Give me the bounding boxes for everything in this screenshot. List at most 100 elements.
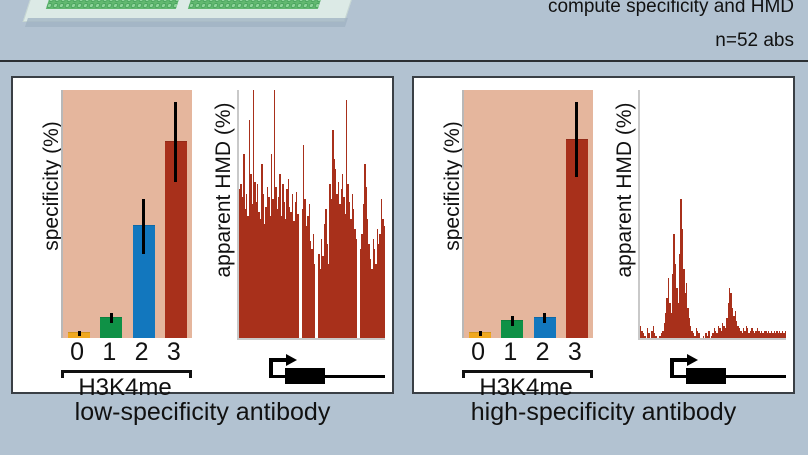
- hmd-bar: [780, 333, 782, 338]
- hmd-plot-area: [638, 90, 786, 340]
- hmd-bar: [684, 293, 686, 338]
- hmd-bar: [323, 223, 326, 338]
- hmd-y-axis-label: apparent HMD (%): [613, 102, 636, 278]
- hmd-bar: [270, 154, 273, 338]
- hmd-bar: [705, 333, 707, 338]
- hmd-bar: [272, 199, 274, 338]
- low-specificity-hmd-chart: apparent HMD (%): [201, 86, 391, 386]
- hmd-bar: [261, 164, 263, 338]
- hmd-bar: [319, 268, 322, 338]
- hmd-y-axis-label: apparent HMD (%): [212, 102, 235, 278]
- spec-tick-label: 3: [166, 338, 181, 366]
- hmd-bar: [769, 333, 771, 338]
- hmd-bar: [702, 335, 704, 338]
- hmd-bar: [713, 328, 716, 338]
- hmd-bar: [344, 214, 347, 338]
- hmd-bar: [776, 330, 778, 338]
- hmd-bar: [276, 209, 278, 338]
- gene-model-diagram: [646, 354, 786, 386]
- hmd-bar: [308, 204, 310, 338]
- hmd-bar: [314, 263, 316, 338]
- gene-body-line: [269, 375, 385, 378]
- hmd-bar: [676, 288, 678, 338]
- hmd-bar: [673, 233, 675, 338]
- hmd-bar: [255, 201, 258, 338]
- hmd-bar: [742, 328, 745, 338]
- hmd-bar: [740, 330, 742, 338]
- hmd-bar: [309, 241, 312, 338]
- spec-tick-label: 0: [70, 338, 85, 366]
- spec-error-bar: [478, 330, 482, 336]
- hmd-bar: [646, 328, 649, 338]
- hmd-bar: [289, 206, 291, 338]
- spec-tick-label: 0: [471, 338, 486, 366]
- panel-caption-high: high-specificity antibody: [470, 398, 737, 426]
- hmd-bar: [706, 335, 709, 338]
- hmd-bar: [755, 330, 757, 338]
- hmd-bar: [734, 310, 736, 338]
- hmd-bar: [744, 330, 746, 338]
- hmd-bar: [651, 330, 653, 338]
- hmd-bar: [368, 243, 370, 338]
- hmd-bar: [351, 194, 354, 338]
- hmd-bar: [382, 218, 384, 338]
- hmd-bar: [257, 184, 259, 338]
- hmd-bar: [340, 189, 342, 338]
- hmd-bar: [286, 189, 288, 338]
- hmd-bar: [341, 174, 344, 338]
- spec-error-bar: [77, 330, 81, 336]
- tss-arrow-shaft: [269, 358, 288, 362]
- tss-arrow-head: [687, 354, 698, 366]
- hmd-bar: [380, 199, 383, 338]
- hmd-bar: [767, 330, 770, 338]
- hmd-bar: [241, 196, 244, 338]
- hmd-bar: [364, 164, 366, 338]
- hmd-bar: [379, 233, 381, 338]
- hmd-bar: [359, 248, 362, 338]
- spec-x-axis-label: H3K4me: [479, 374, 573, 401]
- hmd-bar: [259, 218, 262, 338]
- hmd-bar: [336, 194, 338, 338]
- hmd-bar: [287, 179, 290, 338]
- spec-error-bar: [575, 102, 579, 177]
- spec-error-bar: [174, 102, 178, 182]
- hmd-bar: [685, 283, 688, 338]
- hmd-bar: [763, 330, 766, 338]
- hmd-bar: [330, 199, 333, 338]
- hmd-bar: [674, 263, 677, 338]
- hmd-bar: [291, 194, 294, 338]
- hmd-bar: [726, 318, 728, 338]
- hmd-bar: [665, 313, 667, 338]
- hmd-bar: [644, 335, 646, 338]
- hmd-bar: [749, 330, 752, 338]
- spec-error-bar: [543, 313, 547, 324]
- hmd-bar: [258, 211, 260, 338]
- spec-tick-label: 2: [134, 338, 149, 366]
- hmd-bar: [698, 333, 700, 338]
- hmd-bar: [730, 293, 732, 338]
- hmd-bar: [365, 186, 367, 338]
- hmd-bar: [265, 206, 267, 338]
- antibody-count-label: n=52 abs: [715, 30, 794, 51]
- hmd-bar: [652, 325, 654, 338]
- hmd-bar: [373, 248, 376, 338]
- hmd-plot-area: [237, 90, 385, 340]
- hmd-bar: [244, 209, 246, 338]
- hmd-bar: [366, 218, 369, 338]
- hmd-bar: [297, 214, 299, 338]
- spec-tick-label: 1: [503, 338, 518, 366]
- hmd-bar: [708, 330, 710, 338]
- hmd-bar: [280, 216, 283, 338]
- hmd-bar: [641, 330, 643, 338]
- hmd-bar: [361, 233, 363, 338]
- hmd-bar: [745, 325, 748, 338]
- hmd-bar: [765, 330, 767, 338]
- hmd-bar: [727, 303, 729, 338]
- spec-x-axis: [61, 338, 190, 340]
- high-specificity-hmd-chart: apparent HMD (%): [602, 86, 792, 386]
- spec-tick-label: 1: [102, 338, 117, 366]
- gene-body-line: [670, 375, 786, 378]
- hmd-bar: [329, 184, 331, 338]
- hmd-bar: [284, 218, 287, 338]
